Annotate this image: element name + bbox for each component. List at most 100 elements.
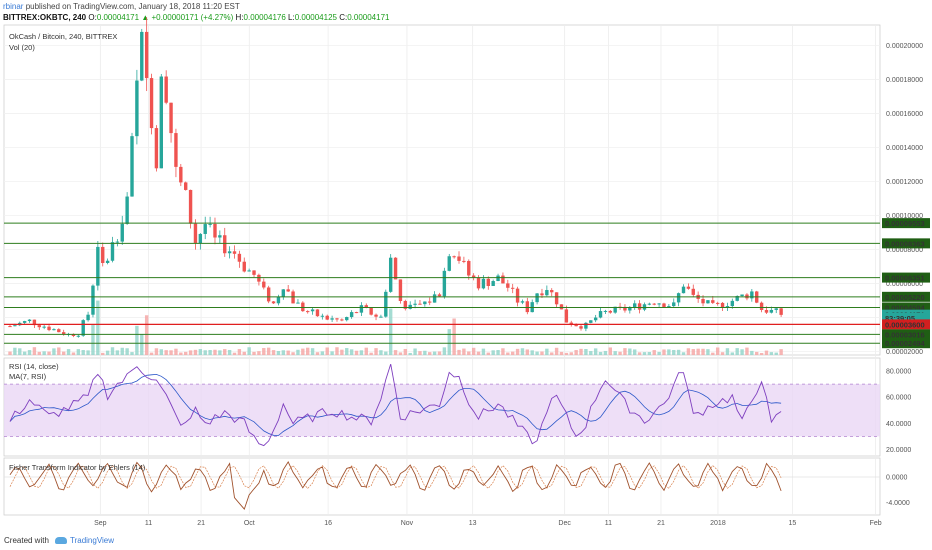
created-with-text: Created with bbox=[4, 536, 49, 545]
candle-body bbox=[633, 303, 637, 308]
volume-bar bbox=[603, 350, 608, 355]
volume-bar bbox=[276, 351, 281, 355]
volume-bar bbox=[662, 349, 666, 355]
volume-bar bbox=[169, 350, 173, 355]
volume-bar bbox=[345, 348, 349, 355]
volume-bar bbox=[579, 348, 583, 355]
candle-body bbox=[325, 315, 329, 320]
y-tick-label: 0.00010000 bbox=[886, 213, 923, 220]
candle-body bbox=[701, 298, 705, 304]
candle-body bbox=[47, 326, 51, 331]
candle-body bbox=[569, 322, 573, 325]
x-tick-label: 16 bbox=[324, 520, 332, 527]
candle-body bbox=[506, 283, 510, 288]
candle-body bbox=[769, 309, 774, 313]
volume-bar bbox=[325, 347, 329, 355]
volume-bar bbox=[174, 348, 178, 355]
rsi-tick-label: 40.0000 bbox=[886, 421, 911, 428]
candle-body bbox=[642, 304, 647, 310]
volume-bar bbox=[8, 351, 12, 355]
volume-bar bbox=[291, 352, 295, 355]
candle-body bbox=[379, 316, 383, 318]
candle-body bbox=[393, 257, 398, 280]
candle-body bbox=[579, 326, 583, 329]
volume-bar bbox=[515, 348, 520, 355]
volume-bar bbox=[359, 350, 364, 355]
candle-body bbox=[130, 136, 134, 197]
volume-bar bbox=[364, 347, 368, 355]
volume-bar bbox=[535, 351, 539, 355]
candle-body bbox=[711, 300, 715, 303]
rsi-ma-label: MA(7, RSI) bbox=[9, 372, 47, 381]
volume-bar bbox=[384, 351, 388, 355]
footer: Created with TradingView bbox=[0, 530, 932, 550]
candle-body bbox=[691, 288, 695, 295]
author-name[interactable]: rbinar bbox=[3, 2, 24, 11]
candle-body bbox=[750, 291, 754, 299]
y-tick-label: 0.00020000 bbox=[886, 43, 923, 50]
volume-bar bbox=[525, 349, 530, 355]
fisher-tick-label: 0.0000 bbox=[886, 475, 908, 482]
volume-bar bbox=[403, 348, 408, 355]
candle-body bbox=[125, 196, 129, 224]
volume-bar bbox=[164, 350, 168, 355]
volume-bar bbox=[471, 347, 476, 355]
candle-body bbox=[628, 307, 632, 311]
volume-bar bbox=[315, 352, 320, 355]
candle-body bbox=[447, 256, 451, 271]
candle-body bbox=[364, 305, 368, 308]
volume-bar bbox=[418, 351, 422, 355]
volume-bar bbox=[198, 349, 203, 355]
price-label: 0.00008363 bbox=[885, 239, 925, 248]
volume-bar bbox=[618, 351, 622, 355]
tradingview-brand[interactable]: TradingView bbox=[70, 536, 115, 545]
price-label-box bbox=[882, 312, 930, 323]
candle-body bbox=[510, 287, 515, 289]
volume-bar bbox=[57, 347, 61, 355]
candle-body bbox=[174, 133, 178, 167]
volume-bar bbox=[301, 348, 305, 355]
volume-bar bbox=[262, 348, 266, 355]
candle-body bbox=[296, 302, 300, 304]
candle-body bbox=[149, 78, 154, 129]
volume-bar bbox=[120, 347, 124, 355]
candle-body bbox=[179, 166, 183, 183]
candle-body bbox=[110, 242, 115, 261]
price-label: 0.00009553 bbox=[885, 219, 925, 228]
trading-chart[interactable]: Sep 11 21 Oct 16 Nov 13 Dec 11 21 2018 15 Feb 0.00020… bbox=[0, 0, 932, 530]
volume-bar bbox=[667, 349, 671, 355]
candle-body bbox=[652, 303, 656, 305]
volume-bar bbox=[369, 352, 373, 355]
price-label-box bbox=[882, 302, 930, 313]
candle-body bbox=[369, 307, 373, 315]
candle-body bbox=[486, 278, 490, 286]
price-label-box bbox=[882, 319, 930, 330]
y-tick-label: 0.00016000 bbox=[886, 111, 923, 118]
volume-bar bbox=[32, 347, 37, 355]
volume-bar bbox=[510, 351, 515, 355]
candle-body bbox=[27, 319, 32, 322]
volume-bar bbox=[613, 351, 617, 355]
y-tick-label: 0.00014000 bbox=[886, 145, 923, 152]
price-label-box bbox=[882, 291, 930, 302]
candle-body bbox=[188, 189, 193, 224]
candle-body bbox=[442, 270, 447, 297]
candle-body bbox=[540, 293, 544, 296]
candle-body bbox=[213, 223, 217, 238]
volume-bar bbox=[652, 350, 656, 355]
volume-bar bbox=[520, 348, 525, 355]
rsi-tick-label: 60.0000 bbox=[886, 395, 911, 402]
volume-bar bbox=[432, 351, 437, 355]
volume-bar bbox=[86, 350, 90, 355]
candle-body bbox=[281, 289, 286, 297]
candle-body bbox=[218, 235, 222, 238]
volume-bar bbox=[379, 350, 383, 355]
volume-bar bbox=[730, 352, 735, 355]
volume-bar bbox=[598, 351, 603, 355]
volume-bar bbox=[179, 352, 183, 355]
candle-body bbox=[232, 251, 237, 254]
volume-bar bbox=[105, 350, 110, 355]
fisher-tick-label: -4.0000 bbox=[886, 500, 910, 507]
close-label: C: bbox=[339, 13, 348, 22]
high-label: H: bbox=[235, 13, 244, 22]
